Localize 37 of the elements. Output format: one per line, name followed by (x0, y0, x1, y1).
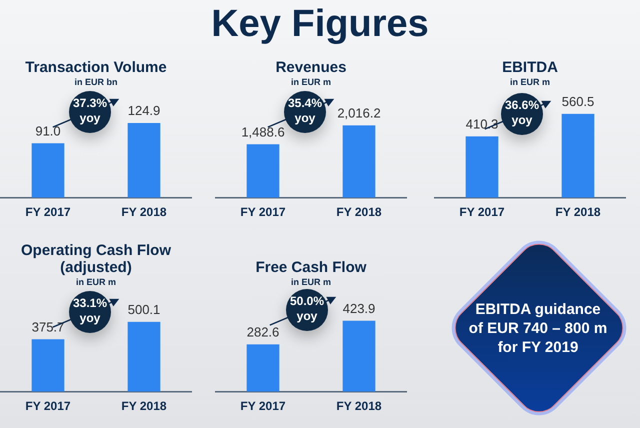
x-tick-label: FY 2018 (121, 205, 167, 220)
chart-title: EBITDA (501, 59, 559, 76)
x-tick-label: FY 2018 (121, 399, 167, 414)
data-label: 2,016.2 (337, 105, 381, 120)
chart-title: Operating Cash Flow (adjusted) (20, 242, 172, 276)
data-label: 500.1 (128, 302, 160, 317)
chart-subtitle: in EUR m (76, 276, 116, 288)
data-label: 560.5 (562, 94, 594, 109)
data-label: 91.0 (35, 123, 61, 138)
data-label: 282.6 (246, 324, 280, 340)
chart-subtitle: in EUR bn (74, 76, 118, 88)
chart-subtitle: in EUR m (290, 276, 331, 288)
x-tick-label: FY 2017 (25, 399, 71, 414)
x-tick-label: FY 2018 (555, 205, 601, 220)
annotation: 33.1% yoy (72, 296, 108, 326)
data-label: 1,488.6 (241, 124, 285, 140)
chart-title: Transaction Volume (24, 59, 168, 76)
x-tick-label: FY 2018 (336, 399, 382, 414)
annotation: 36.6% yoy (504, 98, 540, 128)
x-tick-label: FY 2017 (240, 205, 286, 220)
x-tick-label: FY 2017 (25, 205, 71, 220)
text: EBITDA guidance of EUR 740 – 800 m for FY 2019 (468, 300, 608, 357)
text: 35.4% yoy (286, 96, 324, 126)
data-label: 410.3 (466, 116, 498, 132)
data-label: 375.7 (32, 319, 64, 334)
chart-subtitle: in EUR m (510, 76, 550, 88)
chart-title: Free Cash Flow (254, 259, 368, 276)
chart-title: Revenues (274, 59, 348, 76)
x-tick-label: FY 2018 (336, 205, 382, 220)
chart-subtitle: in EUR m (290, 76, 331, 88)
annotation: 50.0% yoy (288, 294, 326, 324)
text: Key Figures (210, 2, 430, 47)
x-tick-label: FY 2017 (240, 399, 286, 414)
data-label: 423.9 (342, 300, 376, 316)
annotation: 37.3% yoy (72, 96, 108, 126)
x-tick-label: FY 2017 (459, 205, 505, 220)
data-label: 124.9 (128, 103, 160, 118)
